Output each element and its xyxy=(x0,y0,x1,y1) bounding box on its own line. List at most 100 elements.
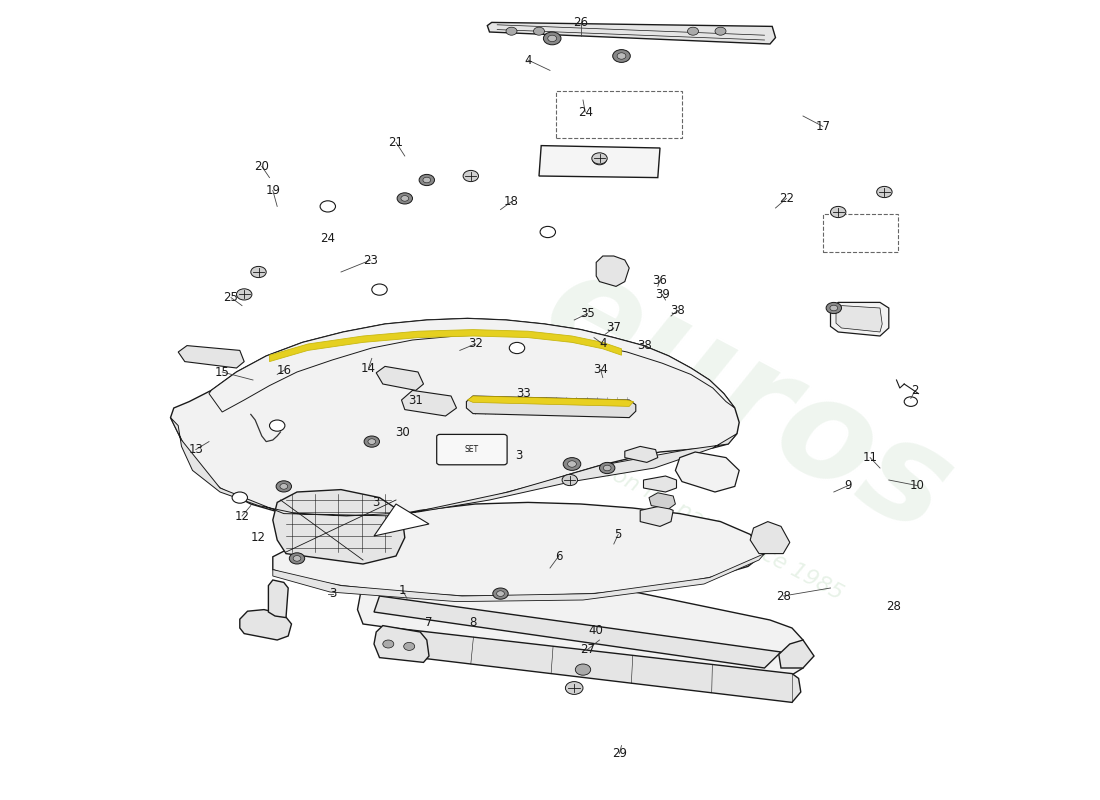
Circle shape xyxy=(617,53,626,59)
Circle shape xyxy=(877,186,892,198)
Polygon shape xyxy=(374,504,429,536)
Text: 7: 7 xyxy=(426,616,432,629)
Circle shape xyxy=(543,32,561,45)
Text: 35: 35 xyxy=(580,307,595,320)
Polygon shape xyxy=(649,493,675,509)
Text: 29: 29 xyxy=(612,747,627,760)
Text: 22: 22 xyxy=(779,192,794,205)
Text: 40: 40 xyxy=(588,624,604,637)
Text: 24: 24 xyxy=(578,106,593,118)
Polygon shape xyxy=(779,640,814,668)
Circle shape xyxy=(493,588,508,599)
Polygon shape xyxy=(273,554,764,602)
Circle shape xyxy=(422,178,431,182)
Polygon shape xyxy=(539,146,660,178)
Circle shape xyxy=(548,35,557,42)
Text: 37: 37 xyxy=(606,322,621,334)
Text: 9: 9 xyxy=(845,479,851,492)
Text: 12: 12 xyxy=(251,531,266,544)
Circle shape xyxy=(562,474,578,486)
Polygon shape xyxy=(836,306,882,332)
Circle shape xyxy=(829,305,838,310)
Polygon shape xyxy=(374,596,781,668)
Circle shape xyxy=(509,342,525,354)
Circle shape xyxy=(320,201,336,212)
FancyBboxPatch shape xyxy=(437,434,507,465)
Text: 28: 28 xyxy=(886,600,901,613)
Text: 10: 10 xyxy=(910,479,925,492)
Circle shape xyxy=(293,555,301,562)
Polygon shape xyxy=(170,318,739,518)
Text: 1: 1 xyxy=(399,584,406,597)
Circle shape xyxy=(830,206,846,218)
Text: 23: 23 xyxy=(363,254,378,266)
Text: 16: 16 xyxy=(276,364,292,377)
Polygon shape xyxy=(273,502,764,596)
Circle shape xyxy=(496,590,504,597)
Circle shape xyxy=(826,302,842,314)
Text: 24: 24 xyxy=(320,232,336,245)
Polygon shape xyxy=(468,396,634,406)
Circle shape xyxy=(367,438,376,444)
Circle shape xyxy=(276,481,292,492)
Text: 3: 3 xyxy=(516,450,522,462)
Circle shape xyxy=(563,458,581,470)
Polygon shape xyxy=(596,256,629,286)
Circle shape xyxy=(397,193,412,204)
Text: 31: 31 xyxy=(408,394,424,406)
Bar xyxy=(556,91,682,138)
Circle shape xyxy=(270,420,285,431)
Text: 4: 4 xyxy=(525,54,531,66)
Text: 32: 32 xyxy=(468,338,483,350)
Circle shape xyxy=(568,461,576,467)
Text: 39: 39 xyxy=(654,288,670,301)
Circle shape xyxy=(364,436,380,447)
Polygon shape xyxy=(487,22,776,44)
Polygon shape xyxy=(402,390,456,416)
Circle shape xyxy=(603,465,612,470)
Polygon shape xyxy=(273,490,405,564)
Circle shape xyxy=(383,640,394,648)
Circle shape xyxy=(600,462,615,474)
Circle shape xyxy=(565,682,583,694)
Text: 14: 14 xyxy=(361,362,376,374)
Circle shape xyxy=(419,174,435,186)
Text: 3: 3 xyxy=(373,496,380,509)
Polygon shape xyxy=(374,626,429,662)
Text: 27: 27 xyxy=(580,643,595,656)
Text: 34: 34 xyxy=(593,363,608,376)
Text: 26: 26 xyxy=(573,16,588,29)
Polygon shape xyxy=(466,396,636,418)
Circle shape xyxy=(236,289,252,300)
Text: a passion for parts since 1985: a passion for parts since 1985 xyxy=(540,428,846,604)
Polygon shape xyxy=(170,418,737,516)
Text: 13: 13 xyxy=(188,443,204,456)
Circle shape xyxy=(715,27,726,35)
Text: 28: 28 xyxy=(776,590,791,602)
Polygon shape xyxy=(270,330,622,362)
Circle shape xyxy=(372,284,387,295)
Circle shape xyxy=(506,27,517,35)
Text: 12: 12 xyxy=(234,510,250,522)
Circle shape xyxy=(534,27,544,35)
Circle shape xyxy=(251,266,266,278)
Polygon shape xyxy=(644,476,676,492)
Circle shape xyxy=(289,553,305,564)
Circle shape xyxy=(279,483,288,489)
Polygon shape xyxy=(358,572,803,682)
Polygon shape xyxy=(376,366,424,390)
Text: 6: 6 xyxy=(556,550,562,562)
Circle shape xyxy=(575,664,591,675)
Text: 4: 4 xyxy=(600,338,606,350)
Polygon shape xyxy=(625,446,658,462)
Text: 38: 38 xyxy=(670,304,685,317)
Circle shape xyxy=(592,153,607,164)
Circle shape xyxy=(404,642,415,650)
Circle shape xyxy=(688,27,698,35)
Text: 2: 2 xyxy=(912,384,918,397)
Text: 17: 17 xyxy=(815,120,830,133)
Polygon shape xyxy=(830,302,889,336)
Circle shape xyxy=(400,195,409,201)
Text: 38: 38 xyxy=(637,339,652,352)
Polygon shape xyxy=(675,452,739,492)
